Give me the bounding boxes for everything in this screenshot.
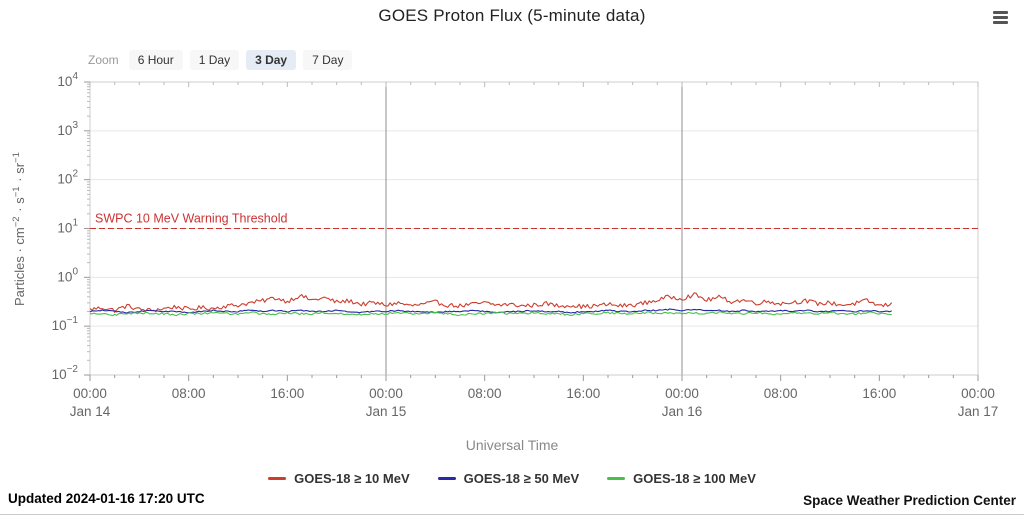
legend: GOES-18 ≥ 10 MeV GOES-18 ≥ 50 MeV GOES-1… (0, 471, 1024, 486)
plot-border (89, 81, 979, 376)
legend-item-50mev[interactable]: GOES-18 ≥ 50 MeV (437, 471, 580, 486)
x-tick-label: 08:00 (764, 386, 798, 401)
credit-text: Space Weather Prediction Center (803, 493, 1016, 508)
updated-timestamp: Updated 2024-01-16 17:20 UTC (8, 491, 205, 506)
hamburger-menu-icon[interactable] (991, 9, 1010, 28)
x-tick-label: 16:00 (270, 386, 304, 401)
y-tick-label: 10−2 (52, 364, 79, 382)
proton-flux-chart: SWPC 10 MeV Warning Threshold 104 103 102 10… (11, 71, 999, 419)
x-tick-label: 08:00 (172, 386, 206, 401)
x-tick-label: 00:00 (369, 386, 403, 401)
y-tick-label: 100 (57, 266, 78, 284)
y-tick-label: 10−1 (52, 315, 79, 333)
page-title: GOES Proton Flux (5-minute data) (378, 6, 646, 25)
x-tick-label: 08:00 (468, 386, 502, 401)
zoom-toolbar: Zoom 6 Hour 1 Day 3 Day 7 Day (88, 50, 359, 70)
legend-item-100mev[interactable]: GOES-18 ≥ 100 MeV (607, 471, 756, 486)
x-day-label: Jan 16 (662, 404, 703, 419)
x-tick-label: 00:00 (961, 386, 995, 401)
y-tick-label: 101 (57, 218, 78, 236)
legend-line-marker (268, 477, 287, 480)
series-line-3 (89, 311, 892, 317)
x-tick-label: 16:00 (862, 386, 896, 401)
y-tick-label: 104 (57, 71, 78, 89)
zoom-button-6hour[interactable]: 6 Hour (128, 50, 183, 70)
legend-label: GOES-18 ≥ 50 MeV (463, 471, 580, 486)
x-day-label: Jan 14 (70, 404, 111, 419)
series-line-2 (89, 308, 892, 314)
hamburger-bar (993, 21, 1008, 24)
x-tick-label: 00:00 (73, 386, 107, 401)
legend-item-10mev[interactable]: GOES-18 ≥ 10 MeV (268, 471, 410, 486)
hamburger-bar (993, 11, 1008, 14)
x-day-label: Jan 15 (366, 404, 407, 419)
legend-line-marker (437, 477, 456, 480)
hamburger-bar (993, 16, 1008, 19)
legend-line-marker (607, 477, 626, 480)
warning-threshold-label: SWPC 10 MeV Warning Threshold (95, 212, 287, 226)
zoom-label: Zoom (88, 53, 119, 67)
series-line-1 (89, 292, 893, 313)
x-day-label: Jan 17 (958, 404, 999, 419)
y-tick-label: 102 (57, 169, 78, 187)
x-axis-title: Universal Time (465, 437, 559, 453)
legend-label: GOES-18 ≥ 10 MeV (294, 471, 410, 486)
zoom-button-7day[interactable]: 7 Day (303, 50, 353, 70)
y-axis-title: Particles · cm−2 · s−1 · sr−1 (11, 151, 27, 306)
zoom-button-3day[interactable]: 3 Day (246, 50, 297, 70)
x-tick-label: 16:00 (566, 386, 600, 401)
zoom-button-1day[interactable]: 1 Day (189, 50, 240, 70)
y-tick-label: 103 (57, 120, 78, 138)
legend-label: GOES-18 ≥ 100 MeV (633, 471, 756, 486)
x-tick-label: 00:00 (665, 386, 699, 401)
